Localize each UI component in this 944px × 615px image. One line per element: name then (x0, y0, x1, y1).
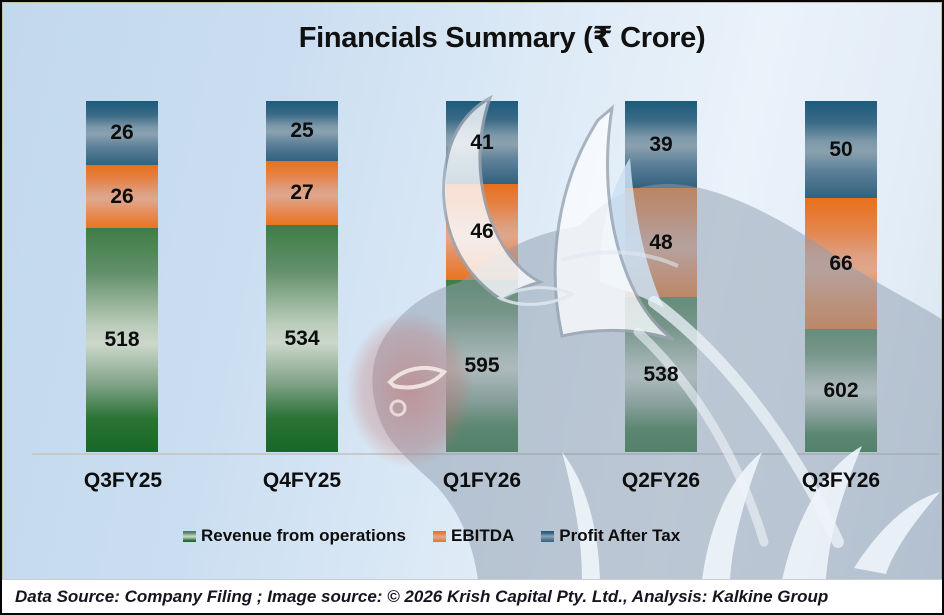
x-axis-label: Q1FY26 (442, 469, 522, 492)
x-axis-label: Q3FY25 (83, 469, 163, 492)
source-footer: Data Source: Company Filing ; Image sour… (2, 579, 942, 613)
value-label: 46 (470, 220, 494, 243)
legend-label: Profit After Tax (559, 526, 681, 545)
value-label: 48 (649, 230, 673, 254)
segment-revenue: 534 (266, 225, 338, 452)
segment-ebitda: 26 (86, 165, 158, 228)
value-label: 534 (284, 326, 320, 350)
legend-swatch-green (183, 530, 196, 542)
value-label: 25 (290, 119, 314, 142)
legend-swatch-orange (433, 530, 446, 542)
legend-label: EBITDA (451, 526, 515, 545)
chart-legend: Revenue from operations EBITDA Profit Af… (183, 526, 680, 546)
legend-label: Revenue from operations (201, 526, 406, 545)
segment-pat: 41 (446, 101, 518, 184)
stacked-bar-q2fy26: 39 48 538 (625, 101, 697, 452)
stacked-bar-q3fy25: 26 26 518 (86, 101, 158, 452)
stacked-bar-q3fy26: 50 66 602 (805, 101, 877, 452)
value-label: 518 (104, 328, 140, 351)
segment-revenue: 602 (805, 329, 877, 452)
segment-pat: 39 (625, 101, 697, 188)
stacked-bar-q1fy26: 41 46 595 (446, 101, 518, 452)
value-label: 26 (110, 121, 134, 144)
value-label: 41 (470, 130, 494, 154)
value-label: 27 (290, 181, 314, 204)
segment-revenue: 538 (625, 297, 697, 452)
segment-pat: 50 (805, 101, 877, 198)
segment-revenue: 518 (86, 228, 158, 452)
x-axis-baseline (32, 453, 939, 455)
segment-ebitda: 27 (266, 161, 338, 225)
legend-swatch-blue (541, 530, 555, 542)
value-label: 39 (649, 132, 673, 156)
legend-item-revenue: Revenue from operations (183, 526, 406, 546)
segment-ebitda: 46 (446, 184, 518, 280)
value-label: 538 (643, 362, 679, 386)
chart-title: Financials Summary (₹ Crore) (298, 22, 706, 54)
value-label: 26 (110, 184, 134, 208)
stacked-bar-q4fy25: 25 27 534 (266, 101, 338, 452)
source-footer-text: Data Source: Company Filing ; Image sour… (15, 586, 829, 606)
value-label: 66 (829, 251, 853, 275)
legend-item-ebitda: EBITDA (433, 526, 514, 546)
value-label: 602 (823, 378, 859, 402)
legend-item-pat: Profit After Tax (541, 526, 680, 546)
value-label: 595 (464, 354, 500, 377)
x-axis-label: Q3FY26 (801, 469, 881, 492)
segment-ebitda: 48 (625, 188, 697, 297)
segment-pat: 25 (266, 101, 338, 161)
segment-ebitda: 66 (805, 198, 877, 329)
segment-pat: 26 (86, 101, 158, 165)
x-axis-label: Q4FY25 (262, 469, 342, 492)
x-axis-label: Q2FY26 (621, 469, 701, 492)
value-label: 50 (829, 137, 853, 161)
segment-revenue: 595 (446, 280, 518, 452)
